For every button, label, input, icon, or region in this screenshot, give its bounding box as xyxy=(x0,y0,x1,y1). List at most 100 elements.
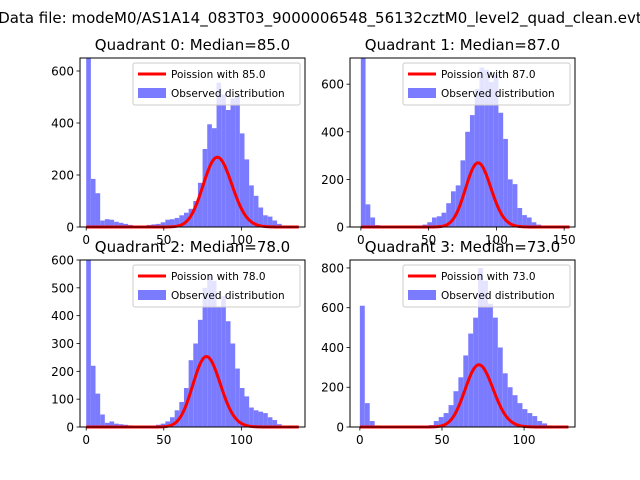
histogram-bar xyxy=(522,215,527,227)
histogram-bar xyxy=(193,201,198,227)
histogram-bar xyxy=(249,185,254,227)
legend-observed-swatch xyxy=(408,88,436,98)
legend-poisson-label: Poission with 85.0 xyxy=(171,69,266,81)
histogram-bar xyxy=(235,95,240,227)
legend: Poission with 73.0 Observed distribution xyxy=(402,264,571,308)
y-tick-label: 100 xyxy=(51,393,74,407)
subplot-title: Quadrant 3: Median=73.0 xyxy=(365,238,560,256)
histogram-bar xyxy=(100,414,105,427)
histogram-bar xyxy=(170,417,175,427)
x-tick-label: 50 xyxy=(434,433,449,447)
histogram-bar xyxy=(483,280,488,428)
histogram-bar xyxy=(86,58,91,227)
legend-poisson-label: Poission with 78.0 xyxy=(171,271,266,283)
x-tick-label: 100 xyxy=(485,233,508,247)
histogram-bar xyxy=(263,413,268,427)
legend-poisson-label: Poission with 87.0 xyxy=(441,69,536,81)
histogram-bar xyxy=(179,215,184,227)
y-tick-label: 0 xyxy=(336,421,344,435)
histogram-bar xyxy=(446,203,451,227)
legend-observed-swatch xyxy=(138,88,166,98)
histogram-bar xyxy=(114,221,119,227)
histogram-bar xyxy=(216,307,222,427)
x-tick-label: 100 xyxy=(230,233,253,247)
y-tick-label: 600 xyxy=(51,65,74,79)
histogram-bar xyxy=(202,149,208,227)
legend-observed-swatch xyxy=(138,290,166,300)
histogram-bar xyxy=(441,212,447,227)
histogram-bar xyxy=(253,195,259,227)
y-tick-label: 400 xyxy=(321,125,344,139)
y-tick-label: 200 xyxy=(321,381,344,395)
legend-box xyxy=(132,264,301,308)
histogram-bar xyxy=(207,275,212,427)
y-tick-label: 800 xyxy=(321,261,344,275)
y-tick-label: 600 xyxy=(321,78,344,92)
y-tick-label: 200 xyxy=(321,173,344,187)
y-tick-label: 600 xyxy=(321,301,344,315)
histogram-bar xyxy=(531,222,537,227)
histogram-bar xyxy=(502,373,508,427)
subplot-title: Quadrant 0: Median=85.0 xyxy=(95,36,290,54)
histogram-bar xyxy=(235,368,240,427)
histogram-bar xyxy=(193,343,198,427)
histogram-bar xyxy=(487,303,493,427)
y-tick-label: 500 xyxy=(51,281,74,295)
x-tick-label: 0 xyxy=(82,433,90,447)
histogram-bar xyxy=(359,305,365,427)
histogram-bar xyxy=(165,421,170,427)
legend-box xyxy=(402,62,571,106)
histogram-bar xyxy=(503,138,508,227)
histogram-bar xyxy=(109,421,115,427)
subplot-2: 0 50 100 0 100 200 300 400 500 600 Poission with 7… xyxy=(51,238,306,447)
histogram-bar xyxy=(427,222,432,227)
histogram-bar xyxy=(532,416,538,427)
y-tick-label: 400 xyxy=(51,117,74,131)
histogram-bar xyxy=(225,110,231,227)
y-tick-label: 400 xyxy=(321,341,344,355)
histogram-bar xyxy=(537,421,543,427)
y-tick-label: 600 xyxy=(51,254,74,268)
y-tick-label: 300 xyxy=(51,337,74,351)
histogram-bar xyxy=(450,191,456,227)
histogram-bar xyxy=(104,219,110,227)
histogram-bar xyxy=(253,410,259,427)
figure-title: Data file: modeM0/AS1A14_083T03_90000065… xyxy=(0,9,640,28)
legend-observed-label: Observed distribution xyxy=(441,88,555,100)
histogram-bar xyxy=(156,223,161,227)
histogram-bar xyxy=(479,67,485,228)
histogram-bar xyxy=(109,219,115,227)
x-tick-label: 0 xyxy=(356,433,364,447)
x-tick-label: 50 xyxy=(156,433,171,447)
histogram-bar xyxy=(230,98,236,227)
histogram-bar xyxy=(438,417,444,427)
x-tick-label: 0 xyxy=(357,233,365,247)
axes-frame xyxy=(79,57,306,228)
histogram-bar xyxy=(86,260,91,427)
histogram-bar xyxy=(197,182,203,227)
histogram-bar xyxy=(512,395,518,427)
histogram-bar xyxy=(512,184,518,227)
histogram-bar xyxy=(244,396,250,427)
histogram-bar xyxy=(114,423,119,427)
histogram-bar xyxy=(360,58,366,227)
histogram-bar xyxy=(443,413,449,427)
x-tick-label: 0 xyxy=(82,233,90,247)
histogram-bar xyxy=(364,403,370,427)
histogram-bar xyxy=(174,217,180,227)
histogram-bar xyxy=(95,393,101,427)
histogram-bar xyxy=(493,74,499,227)
histogram-bar xyxy=(165,219,170,227)
histogram-bar xyxy=(497,347,503,427)
histogram-bar xyxy=(225,321,231,427)
legend-box xyxy=(402,264,571,308)
subplot-0: 0 50 100 0 200 400 600 Poission with 85.0 Observ… xyxy=(51,36,306,247)
histogram-bar xyxy=(517,207,523,227)
histogram-bar xyxy=(277,223,282,227)
y-tick-label: 0 xyxy=(336,221,344,235)
histogram-bar xyxy=(160,222,166,227)
legend-observed-swatch xyxy=(408,290,436,300)
x-tick-label: 50 xyxy=(421,233,436,247)
legend: Poission with 87.0 Observed distribution xyxy=(402,62,571,106)
histogram-bar xyxy=(527,413,533,427)
